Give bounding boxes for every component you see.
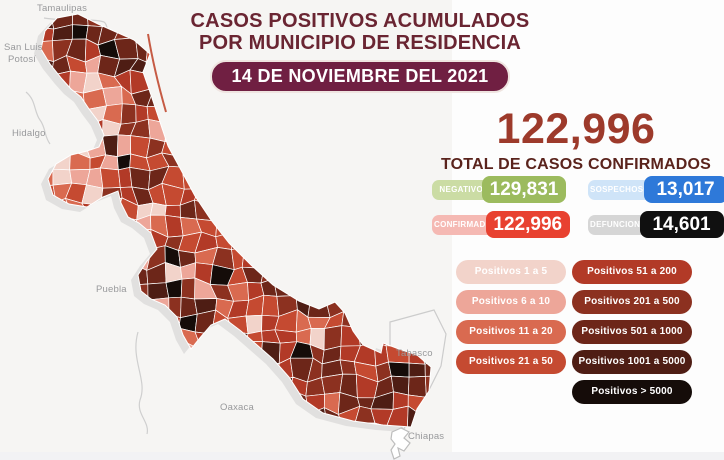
legend: Positivos 1 a 5 Positivos 51 a 200 Posit… [456,260,692,404]
slp-hidalgo-border-line [25,91,51,145]
legend-pill-6-10: Positivos 6 a 10 [456,290,566,314]
date-badge: 14 DE NOVIEMBRE DEL 2021 [209,59,511,93]
stat-confirmados: CONFIRMADOS 122,996 [432,211,570,238]
map-label-tamaulipas: Tamaulipas [37,3,88,14]
legend-spacer [456,380,566,404]
stat-negativos-value: 129,831 [482,176,566,203]
map-label-potosi: Potosí [8,54,37,65]
stat-sospechosos-value: 13,017 [643,176,724,203]
legend-pill-21-50: Positivos 21 a 50 [456,350,566,374]
legend-pill-201-500: Positivos 201 a 500 [572,290,692,314]
total-confirmed-label: TOTAL DE CASOS CONFIRMADOS [440,156,712,173]
legend-pill-51-200: Positivos 51 a 200 [572,260,692,284]
map-label-hidalgo: Hidalgo [12,128,46,139]
map-label-chiapas: Chiapas [408,431,445,442]
stat-confirmados-label: CONFIRMADOS [432,214,498,235]
summary: 122,996 TOTAL DE CASOS CONFIRMADOS [430,108,722,174]
total-confirmed-value: 122,996 [496,105,656,153]
stat-confirmados-value: 122,996 [485,211,570,238]
legend-pill-gt-5000: Positivos > 5000 [572,380,692,404]
map-label-puebla: Puebla [96,284,127,295]
stat-defunciones-value: 14,601 [639,211,724,238]
header: CASOS POSITIVOS ACUMULADOS POR MUNICIPIO… [190,10,530,93]
legend-pill-1-5: Positivos 1 a 5 [456,260,566,284]
legend-pill-11-20: Positivos 11 a 20 [456,320,566,344]
page-title-line1: CASOS POSITIVOS ACUMULADOS [190,10,530,32]
stat-sospechosos-label: SOSPECHOSOS [588,179,656,200]
stats-grid: NEGATIVOS 129,831 SOSPECHOSOS 13,017 CON… [432,176,724,238]
legend-pill-501-1000: Positivos 501 a 1000 [572,320,692,344]
state-outline [40,13,432,428]
page-title-line2: POR MUNICIPIO DE RESIDENCIA [198,32,522,55]
stat-sospechosos: SOSPECHOSOS 13,017 [588,176,724,203]
map-label-oaxaca: Oaxaca [220,402,254,413]
stat-defunciones: DEFUNCIONES 14,601 [588,211,724,238]
puebla-oaxaca-border-line [135,331,148,435]
coastal-strip [147,33,167,113]
map-label-san-luis: San Luis [4,42,43,53]
legend-pill-1001-5000: Positivos 1001 a 5000 [572,350,692,374]
bottom-band [0,452,724,460]
map-label-tabasco: Tabasco [396,348,433,359]
stat-negativos: NEGATIVOS 129,831 [432,176,566,203]
stat-defunciones-label: DEFUNCIONES [588,214,652,235]
stat-negativos-label: NEGATIVOS [432,179,494,200]
chiapas-outline [390,427,411,460]
